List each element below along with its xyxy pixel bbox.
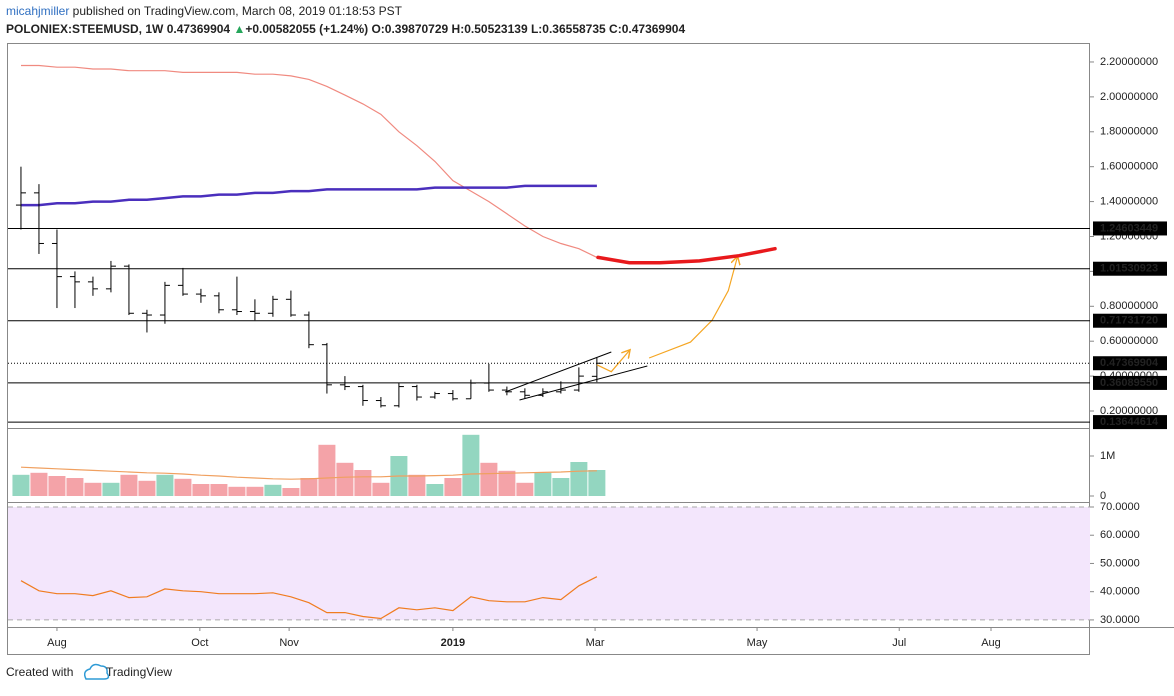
l-label: L: — [531, 22, 542, 36]
l-value: 0.36558735 — [542, 22, 606, 36]
up-icon: ▲ — [233, 22, 245, 36]
volume-bar — [12, 475, 29, 496]
last: 0.47369904 — [167, 22, 231, 36]
x-tick-label: Nov — [279, 637, 299, 649]
volume-bar — [516, 483, 533, 496]
arrow — [597, 351, 629, 372]
y-tick-label: 0.60000000 — [1100, 335, 1158, 347]
volume-bar — [336, 463, 353, 496]
volume-bar — [30, 473, 47, 496]
published: published on TradingView.com, March 08, … — [69, 4, 402, 18]
y-tick-label: 60.0000 — [1100, 529, 1140, 541]
symbol: POLONIEX:STEEMUSD, 1W — [6, 22, 164, 36]
volume-bar — [120, 475, 137, 496]
volume-bar — [300, 478, 317, 496]
y-tick-label: 70.0000 — [1100, 501, 1140, 513]
h-label: H: — [452, 22, 465, 36]
x-tick-label: Jul — [892, 637, 906, 649]
volume-bar — [462, 435, 479, 496]
h-value: 0.50523139 — [464, 22, 528, 36]
y-tick-label: 2.20000000 — [1100, 56, 1158, 68]
x-tick-label: 2019 — [441, 637, 465, 649]
volume-bar — [282, 488, 299, 496]
x-tick-label: May — [747, 637, 768, 649]
x-tick-label: Oct — [191, 637, 208, 649]
o-label: O: — [371, 22, 384, 36]
o-value: 0.39870729 — [385, 22, 449, 36]
y-tick-label: 1.60000000 — [1100, 161, 1158, 173]
volume-bar — [534, 473, 551, 496]
volume-bar — [192, 484, 209, 496]
publish-line: micahjmiller published on TradingView.co… — [6, 4, 403, 18]
volume-bar — [372, 483, 389, 496]
rsi-band — [8, 507, 1090, 620]
x-tick-label: Aug — [981, 637, 1001, 649]
volume-bar — [318, 445, 335, 496]
trendline — [505, 352, 611, 392]
volume-bar — [84, 483, 101, 496]
volume-bar — [174, 479, 191, 496]
arrow — [649, 257, 737, 358]
volume-bar — [408, 475, 425, 496]
footer-brand: TradingView — [106, 665, 172, 679]
level-label: 1.24603449 — [1100, 222, 1158, 234]
projection — [598, 249, 775, 263]
c-label: C: — [609, 22, 622, 36]
volume-bar — [588, 470, 605, 496]
moving-average — [21, 186, 597, 205]
volume-bar — [480, 463, 497, 496]
volume-bar — [66, 478, 83, 496]
volume-bar — [426, 484, 443, 496]
level-label: 0.13644614 — [1100, 416, 1159, 428]
level-label: 0.36089550 — [1100, 377, 1158, 389]
y-tick-label: 2.00000000 — [1100, 91, 1158, 103]
volume-bar — [264, 485, 281, 496]
author: micahjmiller — [6, 4, 69, 18]
footer-created: Created with — [6, 665, 73, 679]
volume-bar — [210, 484, 227, 496]
level-label: 0.71731720 — [1100, 315, 1158, 327]
y-tick-label: 30.0000 — [1100, 614, 1140, 626]
y-tick-label: 0.80000000 — [1100, 300, 1158, 312]
y-tick-label: 1.80000000 — [1100, 126, 1158, 138]
change: +0.00582055 (+1.24%) — [245, 22, 368, 36]
volume-bar — [102, 483, 119, 496]
logo — [85, 665, 109, 679]
volume-bar — [498, 471, 515, 496]
level-label: 0.47369904 — [1100, 357, 1159, 369]
volume-bar — [570, 462, 587, 496]
volume-bar — [552, 478, 569, 496]
symbol-line: POLONIEX:STEEMUSD, 1W 0.47369904 ▲+0.005… — [6, 22, 685, 36]
volume-bar — [156, 475, 173, 496]
level-label: 1.01530923 — [1100, 263, 1158, 275]
y-tick-label: 1.40000000 — [1100, 195, 1158, 207]
x-tick-label: Aug — [47, 637, 67, 649]
x-tick-label: Mar — [586, 637, 605, 649]
volume-bar — [228, 487, 245, 496]
volume-bar — [138, 481, 155, 496]
volume-bar — [246, 487, 263, 496]
volume-bar — [48, 476, 65, 496]
volume-bar — [444, 478, 461, 496]
volume-bar — [354, 470, 371, 496]
c-value: 0.47369904 — [622, 22, 686, 36]
y-tick-label: 50.0000 — [1100, 557, 1140, 569]
y-tick-label: 40.0000 — [1100, 586, 1140, 598]
y-tick-label: 1M — [1100, 450, 1115, 462]
